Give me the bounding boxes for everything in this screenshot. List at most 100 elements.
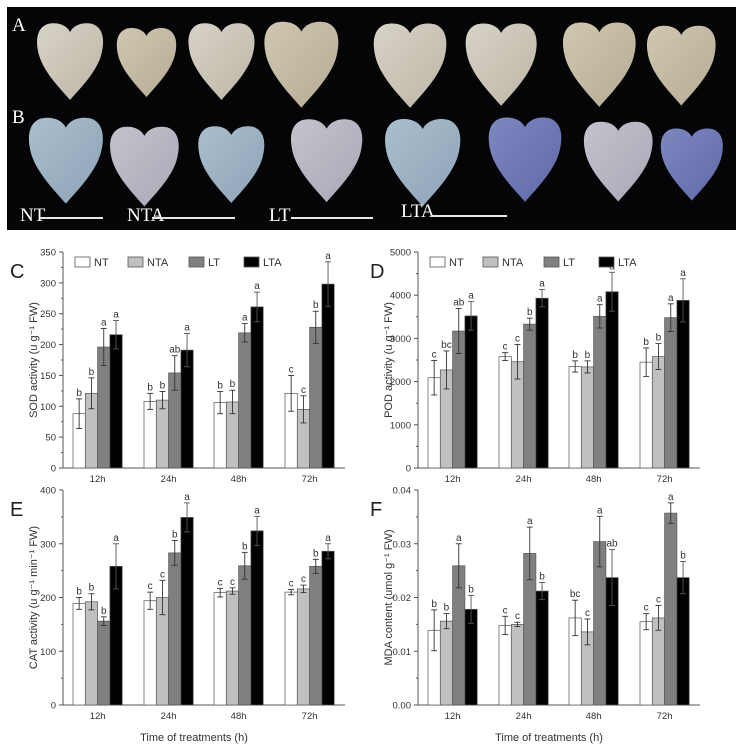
bar-lta-12h: [464, 315, 478, 469]
bar-nt-48h: [213, 592, 227, 706]
significance-letter: ab: [453, 298, 465, 309]
significance-letter: bc: [570, 589, 581, 600]
bar-lt-48h: [593, 316, 607, 469]
significance-letter: a: [325, 533, 331, 544]
significance-letter: b: [444, 603, 450, 614]
significance-letter: b: [572, 350, 578, 361]
y-axis-label: CAT activity (u g⁻¹ min⁻¹ FW): [28, 526, 40, 669]
significance-letter: c: [301, 574, 306, 585]
significance-letter: b: [539, 571, 545, 582]
legend-label: LT: [208, 257, 220, 269]
x-tick-label: 48h: [231, 711, 247, 722]
significance-letter: b: [230, 379, 236, 390]
significance-letter: c: [585, 608, 590, 619]
legend-label: LTA: [618, 257, 637, 269]
bar-lt-72h: [309, 326, 323, 469]
y-tick-label: 4000: [390, 291, 411, 302]
x-tick-label: 12h: [445, 711, 461, 722]
x-tick-label: 48h: [231, 474, 247, 485]
significance-letter: a: [184, 492, 190, 503]
x-tick-label: 24h: [516, 474, 532, 485]
legend-swatch-nta: [482, 256, 499, 268]
significance-letter: b: [643, 337, 649, 348]
significance-letter: a: [668, 492, 674, 503]
bar-lta-24h: [535, 590, 549, 706]
significance-letter: a: [468, 291, 474, 302]
y-tick-label: 100: [40, 647, 56, 658]
y-tick-label: 0: [51, 701, 56, 712]
significance-letter: a: [113, 533, 119, 544]
y-tick-label: 50: [45, 433, 56, 444]
y-tick-label: 5000: [390, 248, 411, 259]
bar-lta-72h: [676, 300, 690, 469]
significance-letter: c: [503, 342, 508, 353]
bar-lta-72h: [321, 283, 335, 469]
y-tick-label: 400: [40, 486, 56, 497]
bar-nta-72h: [296, 588, 310, 706]
significance-letter: b: [242, 541, 248, 552]
significance-letter: c: [289, 578, 294, 589]
y-tick-label: 0.04: [393, 486, 412, 497]
significance-letter: c: [432, 349, 437, 360]
bar-lt-72h: [664, 512, 678, 706]
row-label-a: A: [12, 15, 26, 36]
x-tick-label: 48h: [586, 474, 602, 485]
y-tick-label: 0: [51, 464, 56, 475]
panel-letter: D: [370, 261, 384, 283]
group-label-nta: NTA: [127, 205, 165, 226]
legend-label: LT: [563, 257, 575, 269]
bar-nta-48h: [225, 590, 239, 706]
bar-lta-48h: [250, 530, 264, 706]
legend-swatch-nt: [74, 256, 91, 268]
significance-letter: b: [76, 388, 82, 399]
significance-letter: b: [468, 584, 474, 595]
x-tick-label: 72h: [302, 711, 318, 722]
legend-label: NTA: [502, 257, 524, 269]
significance-letter: b: [313, 300, 319, 311]
legend-swatch-nt: [429, 256, 446, 268]
bar-nta-48h: [580, 366, 594, 469]
x-axis-label: Time of treatments (h): [140, 732, 248, 744]
legend-label: LTA: [263, 257, 282, 269]
bar-lt-72h: [309, 565, 323, 706]
legend-swatch-lt: [543, 256, 560, 268]
significance-letter: a: [184, 322, 190, 333]
y-axis-label: SOD activity (u g⁻¹ FW): [28, 302, 40, 418]
y-tick-label: 200: [40, 340, 56, 351]
significance-letter: b: [527, 307, 533, 318]
y-tick-label: 0.03: [393, 539, 412, 550]
bar-lt-48h: [238, 565, 252, 706]
y-tick-label: 250: [40, 309, 56, 320]
legend-label: NT: [94, 257, 109, 269]
y-tick-label: 300: [40, 539, 56, 550]
group-label-nt: NT: [20, 205, 46, 226]
y-tick-label: 100: [40, 402, 56, 413]
bar-nt-72h: [284, 591, 298, 706]
x-axis-label: Time of treatments (h): [495, 732, 603, 744]
y-tick-label: 350: [40, 248, 56, 259]
significance-letter: b: [160, 380, 166, 391]
bar-lta-12h: [109, 334, 123, 469]
x-tick-label: 48h: [586, 711, 602, 722]
bar-lta-24h: [535, 297, 549, 469]
significance-letter: b: [101, 606, 107, 617]
significance-letter: a: [254, 505, 260, 516]
legend-swatch-lt: [188, 256, 205, 268]
significance-letter: b: [89, 367, 95, 378]
y-tick-label: 1000: [390, 420, 411, 431]
bar-lta-48h: [250, 306, 264, 469]
x-tick-label: 24h: [161, 711, 177, 722]
significance-letter: b: [89, 583, 95, 594]
significance-letter: a: [680, 268, 686, 279]
chart-panel-c: C 0 50 100 150 200 250 300 350 SOD activity (u g⁻…: [10, 248, 345, 485]
bar-nta-72h: [651, 356, 665, 469]
bar-lt-24h: [168, 552, 182, 706]
bar-nt-24h: [498, 356, 512, 469]
bar-nt-24h: [498, 625, 512, 706]
y-tick-label: 2000: [390, 377, 411, 388]
bar-nt-24h: [143, 600, 157, 706]
bar-lta-48h: [605, 291, 619, 469]
significance-letter: bc: [441, 340, 452, 351]
bar-nta-12h: [439, 620, 453, 706]
y-tick-label: 0.00: [393, 701, 412, 712]
